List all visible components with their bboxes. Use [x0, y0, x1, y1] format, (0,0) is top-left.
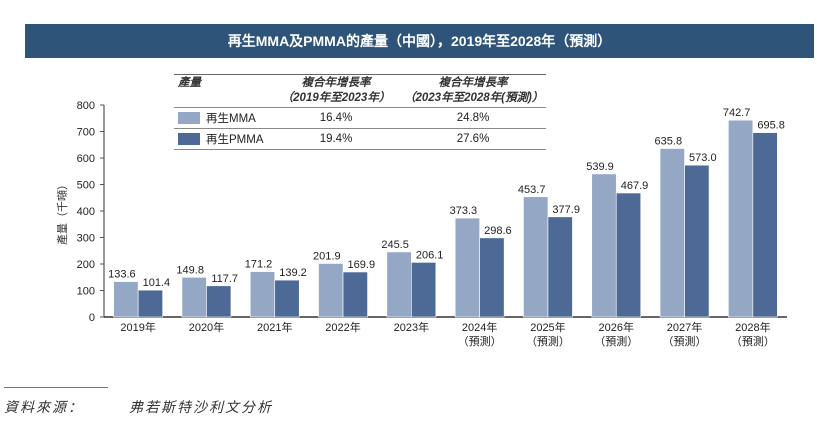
- bar-mma: [386, 251, 412, 318]
- data-label-mma: 539.9: [586, 161, 614, 173]
- x-tick-sublabel: （預測）: [458, 334, 502, 348]
- cagr-col1-line1: 複合年增長率: [301, 77, 371, 89]
- data-label-pmma: 206.1: [416, 249, 444, 261]
- y-axis-title: 產量（千噸）: [55, 179, 69, 245]
- data-label-pmma: 169.9: [348, 259, 376, 271]
- data-label-mma: 453.7: [518, 184, 546, 196]
- legend-item-pmma: 再生PMMA: [174, 129, 272, 150]
- bar-pmma: [206, 285, 232, 318]
- cagr-col-label: 產量: [178, 77, 201, 89]
- source-note: 資料來源： 弗若斯特沙利文分析: [4, 397, 271, 417]
- cagr-mma-2023-2028: 24.8%: [456, 112, 490, 124]
- x-tick-sublabel: （預測）: [731, 334, 775, 348]
- x-tick-label: 2021年: [257, 320, 292, 334]
- bar-pmma: [342, 271, 368, 318]
- cagr-col2-line2: （2023年至2028年(預測)）: [404, 92, 544, 104]
- data-label-pmma: 573.0: [689, 152, 717, 164]
- x-tick-label: 2019年: [120, 320, 155, 334]
- legend-label-pmma: 再生PMMA: [206, 134, 264, 146]
- legend-swatch-pmma: [178, 133, 200, 145]
- cagr-row-mma: 再生MMA 16.4% 24.8%: [174, 107, 546, 129]
- cagr-table: 產量 複合年增長率 （2019年至2023年） 複合年增長率 （2023年至20…: [174, 74, 546, 150]
- x-tick-label: 2025年: [530, 320, 565, 334]
- x-tick-label: 2024年: [462, 320, 497, 334]
- cagr-row-pmma: 再生PMMA 19.4% 27.6%: [174, 128, 546, 150]
- cagr-col1-header: 複合年增長率 （2019年至2023年）: [272, 75, 400, 108]
- x-tick-sublabel: （預測）: [526, 334, 570, 348]
- y-tick-label: 500: [77, 180, 95, 192]
- x-tick-label: 2027年: [667, 320, 702, 334]
- y-tick-label: 200: [77, 259, 95, 271]
- x-tick-sublabel: （預測）: [663, 334, 707, 348]
- x-tick-label: 2028年: [735, 320, 770, 334]
- bar-mma: [659, 148, 685, 318]
- bars: [113, 119, 778, 318]
- bar-pmma: [684, 164, 710, 318]
- data-label-pmma: 695.8: [757, 120, 785, 132]
- x-tick-label: 2023年: [394, 320, 429, 334]
- source-value: 弗若斯特沙利文分析: [129, 400, 273, 416]
- bar-pmma: [752, 132, 778, 318]
- cagr-pmma-2019-2023: 19.4%: [319, 133, 353, 145]
- y-tick-label: 800: [77, 100, 95, 112]
- bar-mma: [249, 271, 276, 318]
- data-label-mma: 742.7: [723, 107, 751, 119]
- bar-mma: [523, 196, 549, 318]
- x-tick-sublabel: （預測）: [594, 334, 638, 348]
- x-tick-label: 2026年: [599, 320, 634, 334]
- data-label-pmma: 298.6: [484, 225, 512, 237]
- bar-mma: [454, 217, 480, 318]
- y-tick-label: 300: [77, 233, 95, 245]
- data-label-mma: 635.8: [655, 136, 683, 148]
- data-label-pmma: 139.2: [279, 267, 307, 279]
- bar-mma: [181, 277, 207, 318]
- data-label-pmma: 377.9: [552, 204, 580, 216]
- source-label: 資料來源：: [4, 400, 84, 416]
- data-label-mma: 373.3: [450, 205, 478, 217]
- data-label-mma: 201.9: [313, 250, 341, 262]
- chart-title: 再生MMA及PMMA的產量（中國），2019年至2028年（預測）: [227, 33, 612, 49]
- y-tick-label: 700: [77, 127, 95, 139]
- x-tick-label: 2022年: [325, 320, 360, 334]
- cagr-pmma-2023-2028: 27.6%: [456, 133, 490, 145]
- cagr-col1-line2: （2019年至2023年）: [281, 92, 391, 104]
- y-tick-label: 600: [77, 153, 95, 165]
- legend-item-mma: 再生MMA: [174, 108, 272, 129]
- data-label-mma: 245.5: [381, 239, 409, 251]
- bar-pmma: [615, 192, 642, 318]
- data-label-mma: 171.2: [245, 259, 273, 271]
- data-label-pmma: 101.4: [143, 277, 171, 289]
- legend-label-mma: 再生MMA: [206, 113, 256, 125]
- bar-mma: [728, 119, 754, 318]
- data-label-pmma: 117.7: [211, 273, 238, 285]
- data-label-pmma: 467.9: [621, 180, 649, 192]
- source-divider: [4, 387, 108, 388]
- y-tick-label: 0: [89, 312, 95, 324]
- bar-pmma: [274, 279, 300, 318]
- data-label-mma: 149.8: [176, 264, 204, 276]
- bar-pmma: [547, 216, 573, 318]
- bar-mma: [591, 173, 617, 318]
- bar-pmma: [479, 237, 505, 318]
- chart-title-banner: 再生MMA及PMMA的產量（中國），2019年至2028年（預測）: [25, 24, 814, 58]
- cagr-col2-header: 複合年增長率 （2023年至2028年(預測)）: [400, 75, 546, 108]
- y-tick-label: 100: [77, 286, 95, 298]
- bar-pmma: [411, 262, 437, 318]
- bar-pmma: [137, 289, 163, 318]
- bar-mma: [113, 281, 139, 318]
- cagr-col2-line1: 複合年增長率: [438, 77, 508, 89]
- legend-swatch-mma: [178, 112, 200, 124]
- data-labels: 133.6 101.4 149.8 117.7 171.2 139.2 201.9 169.9…: [108, 107, 785, 289]
- y-tick-label: 400: [77, 206, 95, 218]
- data-label-mma: 133.6: [108, 269, 136, 281]
- x-tick-label: 2020年: [189, 320, 224, 334]
- bar-mma: [318, 263, 344, 318]
- cagr-mma-2019-2023: 16.4%: [319, 112, 353, 124]
- x-axis-labels: 2019年 2020年 2021年 2022年 2023年 2024年（預測）2025年（…: [120, 320, 774, 348]
